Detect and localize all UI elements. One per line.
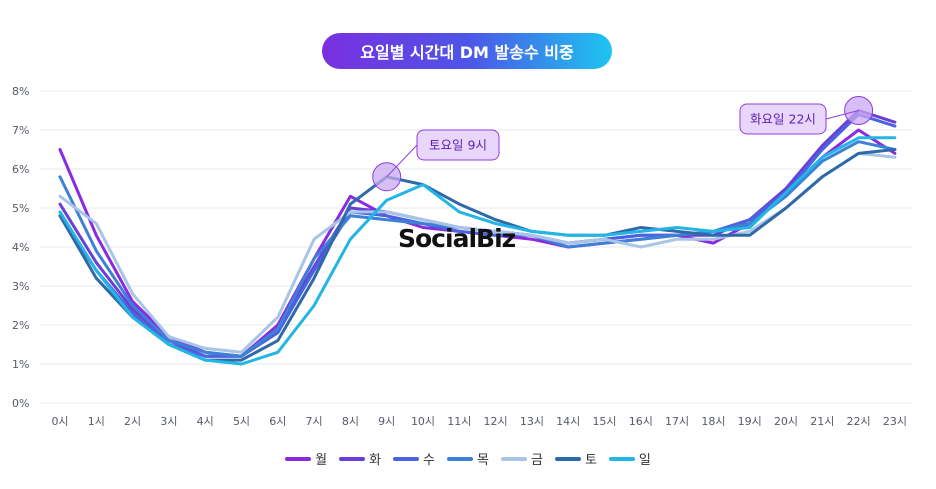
legend-swatch <box>339 456 366 461</box>
x-tick-label: 12시 <box>484 415 508 428</box>
annotation-label: 화요일 22시 <box>750 112 816 127</box>
x-tick-label: 19시 <box>738 415 762 428</box>
legend-swatch <box>608 456 635 461</box>
x-tick-label: 0시 <box>51 415 68 428</box>
legend-item: 수 <box>393 449 435 468</box>
y-tick-label: 2% <box>12 319 29 332</box>
series-line-토 <box>58 148 897 362</box>
x-tick-label: 1시 <box>88 415 105 428</box>
x-tick-label: 17시 <box>665 415 689 428</box>
chart-title: 요일별 시간대 DM 발송수 비중 <box>322 33 612 69</box>
x-tick-label: 4시 <box>197 415 214 428</box>
y-tick-label: 6% <box>12 163 29 176</box>
legend-item: 토 <box>554 449 597 468</box>
legend-swatch <box>500 456 527 461</box>
x-tick-label: 9시 <box>378 415 395 428</box>
series-line-금 <box>58 151 897 354</box>
x-axis: 0시 1시 2시 3시 4시 5시 6시 7시 8시 9시 10시 11시 12시 13시 14시 15시 16… <box>51 415 907 428</box>
legend-item: 화 <box>339 449 381 468</box>
legend-swatch <box>554 456 581 461</box>
legend-label: 목 <box>477 453 489 468</box>
x-tick-label: 14시 <box>556 415 580 428</box>
y-axis: 0% 1% 2% 3% 4% 5% 6% 7% 8% <box>12 85 29 410</box>
legend-label: 월 <box>315 453 328 468</box>
x-tick-label: 22시 <box>847 415 871 428</box>
legend-swatch <box>393 456 420 461</box>
legend-item: 금 <box>500 449 543 468</box>
x-tick-label: 11시 <box>447 415 471 428</box>
annotation-label: 토요일 9시 <box>429 138 487 153</box>
x-tick-label: 2시 <box>124 415 141 428</box>
x-tick-label: 8시 <box>342 415 359 428</box>
y-tick-label: 1% <box>12 358 29 371</box>
x-tick-label: 13시 <box>520 415 544 428</box>
series-lines <box>58 109 897 366</box>
y-tick-label: 5% <box>12 202 29 215</box>
x-tick-label: 3시 <box>160 415 177 428</box>
annotation-leader <box>386 144 418 178</box>
x-tick-label: 23시 <box>883 415 907 428</box>
annotation-callout <box>739 103 827 135</box>
x-tick-label: 10시 <box>411 415 435 428</box>
y-tick-label: 3% <box>12 280 29 293</box>
annotation-leader <box>825 110 859 120</box>
x-tick-label: 20시 <box>774 415 798 428</box>
legend-swatch <box>447 456 474 461</box>
x-tick-label: 6시 <box>269 415 286 428</box>
x-tick-label: 21시 <box>810 415 834 428</box>
x-tick-label: 7시 <box>306 415 323 428</box>
legend-label: 일 <box>638 453 651 468</box>
legend-label: 금 <box>530 453 543 468</box>
legend-item: 목 <box>447 449 489 468</box>
legend-label: 화 <box>369 453 382 468</box>
legend-label: 수 <box>423 453 436 468</box>
legend-item: 일 <box>608 449 651 468</box>
annotation-callout <box>416 129 500 161</box>
series-line-일 <box>58 136 897 366</box>
y-tick-label: 8% <box>12 85 29 98</box>
series-line-수 <box>58 112 897 358</box>
annotations: 토요일 9시 화요일 22시 <box>372 96 874 192</box>
y-tick-label: 0% <box>12 397 29 410</box>
watermark-logo: SocialBiz <box>398 224 516 253</box>
legend-item: 월 <box>285 449 327 468</box>
legend-swatch <box>285 456 312 461</box>
legend-label: 토 <box>584 453 597 468</box>
x-tick-label: 16시 <box>629 415 653 428</box>
x-tick-label: 18시 <box>701 415 725 428</box>
y-tick-label: 7% <box>12 124 29 137</box>
x-tick-label: 5시 <box>233 415 250 428</box>
y-tick-label: 4% <box>12 241 29 254</box>
x-tick-label: 15시 <box>592 415 616 428</box>
